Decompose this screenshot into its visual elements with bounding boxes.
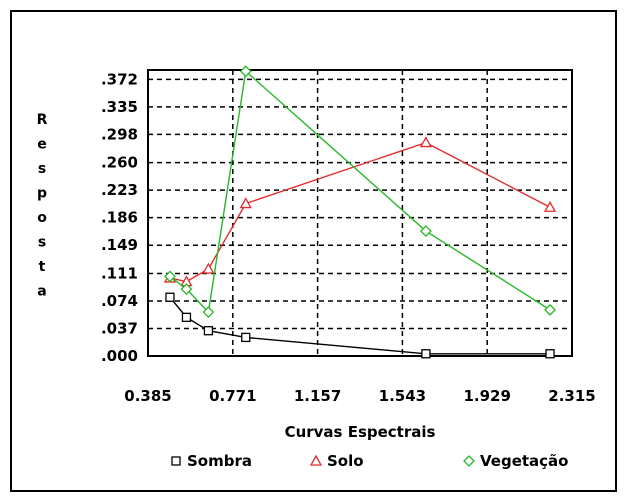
data-point: [241, 332, 251, 343]
data-point: [165, 292, 175, 302]
series-line: [169, 296, 551, 355]
series-layer: [163, 65, 557, 359]
plot-area: [147, 69, 573, 357]
y-tick-label: .186: [101, 209, 138, 227]
x-axis-title: Curvas Espectrais: [285, 423, 436, 441]
legend-marker: [463, 455, 475, 467]
y-tick-label: .074: [101, 292, 138, 310]
y-axis-label-letter: s: [38, 235, 46, 251]
x-tick-label: 1.929: [463, 387, 510, 405]
y-tick-label: .298: [101, 125, 138, 143]
y-axis-label-letter: e: [37, 137, 47, 153]
y-axis-label-letter: R: [37, 112, 48, 128]
x-tick-label: 0.771: [209, 387, 256, 405]
y-tick-label: .260: [101, 154, 138, 172]
y-tick-label: .372: [101, 70, 138, 88]
y-axis-ticks: .000 .037 .074 .111 .149 .186 .223 .260 .298 .335…: [101, 70, 138, 365]
data-point: [180, 283, 193, 295]
legend-item: Sombra: [171, 452, 252, 470]
y-axis-label-letter: p: [37, 186, 47, 202]
legend-marker: [171, 456, 181, 466]
legend-label: Vegetação: [480, 452, 568, 470]
data-point: [419, 136, 433, 148]
data-point: [545, 349, 555, 359]
y-tick-label: .111: [101, 264, 138, 282]
legend-label: Solo: [327, 452, 364, 470]
y-axis-label-letter: a: [37, 284, 46, 300]
grid-lines: [148, 70, 572, 356]
legend-marker: [309, 454, 323, 466]
legend-label: Sombra: [187, 452, 252, 470]
series-line: [169, 141, 551, 283]
y-tick-label: .149: [101, 236, 138, 254]
data-point: [202, 262, 215, 274]
chart-frame: [10, 10, 617, 492]
data-point: [239, 65, 252, 78]
series-diamond: [164, 65, 556, 319]
data-point: [239, 197, 252, 209]
x-tick-label: 0.385: [124, 387, 171, 405]
x-tick-label: 1.157: [294, 387, 341, 405]
series-square: [165, 292, 555, 359]
y-tick-label: .335: [101, 98, 138, 116]
data-point: [544, 303, 556, 316]
data-point: [202, 306, 215, 319]
data-point: [543, 200, 557, 212]
legend-item: Vegetação: [463, 452, 568, 470]
data-point: [419, 225, 432, 237]
y-axis-label-letter: o: [37, 210, 47, 226]
x-tick-label: 2.315: [548, 387, 595, 405]
data-point: [164, 270, 176, 283]
y-tick-label: .223: [101, 181, 138, 199]
data-point: [203, 326, 214, 336]
y-tick-label: .000: [101, 347, 138, 365]
y-axis-label-letter: t: [39, 259, 46, 275]
x-axis-ticks: 0.385 0.771 1.157 1.543 1.929 2.315: [124, 387, 595, 405]
legend: Sombra Solo Vegetação: [171, 452, 568, 470]
x-tick-label: 1.543: [379, 387, 426, 405]
data-point: [181, 312, 192, 322]
legend-item: Solo: [309, 452, 364, 470]
data-point: [421, 349, 431, 359]
y-tick-label: .037: [101, 319, 138, 337]
y-axis-label-letter: s: [38, 161, 46, 177]
